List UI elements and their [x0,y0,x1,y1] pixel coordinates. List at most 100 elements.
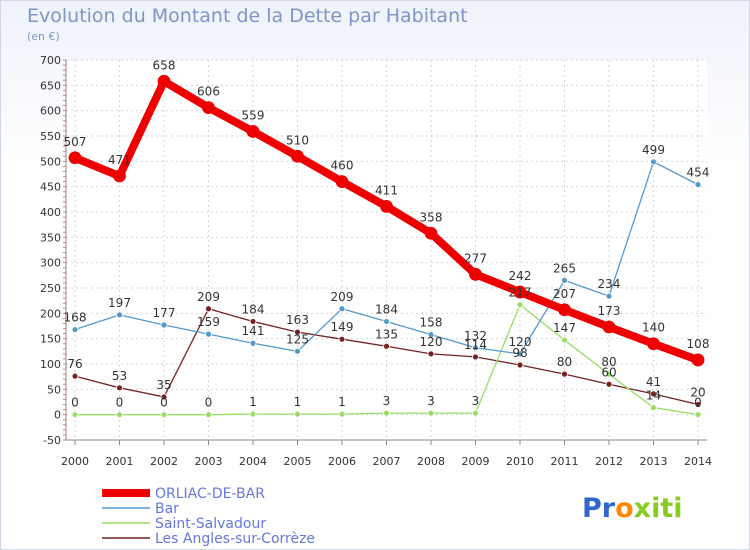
y-tick-label: 550 [40,130,61,143]
data-label: 120 [420,335,443,349]
data-point [694,401,702,408]
data-point [335,175,349,189]
data-point [558,303,571,317]
data-label: 507 [64,135,87,149]
data-point [338,410,346,418]
data-point [157,74,171,88]
y-tick-label: 200 [40,307,61,320]
logo-part: Pr [582,493,616,524]
data-point [427,350,435,358]
logo-text: Proxiti [582,493,683,524]
data-point [650,404,657,411]
data-point [246,125,260,138]
logo-part: o [615,493,634,524]
y-tick-label: 400 [40,206,61,219]
data-point [472,344,479,352]
chart-subtitle: (en €) [27,30,60,43]
logo-part: x [634,493,651,524]
data-point [513,285,527,299]
logo-part: iti [651,493,682,524]
data-label: 277 [464,251,487,265]
data-label: 3 [472,394,480,408]
data-label: 163 [286,313,309,327]
x-tick-label: 2009 [462,455,490,468]
data-point [116,411,123,419]
x-tick-label: 2000 [61,455,89,468]
data-label: 1 [294,395,302,409]
data-label: 1 [338,395,346,409]
data-point [427,331,435,339]
proxiti-logo: Proxiti [582,493,683,524]
data-point [516,301,524,309]
data-point [605,370,613,378]
data-point [691,353,705,367]
data-point [68,151,82,165]
data-point [602,320,616,334]
x-tick-label: 2008 [417,455,445,468]
data-point [694,411,702,419]
data-label: 135 [375,327,398,341]
data-label: 265 [553,261,576,275]
data-label: 120 [509,335,532,349]
data-point [472,353,479,361]
x-tick-label: 2011 [551,455,579,468]
data-label: 454 [687,166,710,180]
data-point [160,411,168,419]
data-label: 60 [601,365,616,379]
data-point [202,101,215,115]
data-label: 20 [690,386,705,400]
data-point [472,409,479,417]
data-label: 499 [642,143,665,157]
data-label: 411 [375,183,398,197]
x-tick-label: 2014 [684,455,712,468]
x-tick-label: 2010 [506,455,534,468]
series-layer [68,74,705,419]
data-point [71,372,79,380]
data-label: 234 [598,277,621,291]
grid [66,59,707,441]
y-tick-label: -50 [43,434,61,447]
y-tick-label: 250 [40,282,61,295]
data-label: 3 [427,394,435,408]
data-label: 173 [598,304,621,318]
data-label: 559 [242,108,265,122]
y-tick-label: 50 [47,383,61,396]
data-label: 217 [509,286,532,300]
data-label: 209 [197,290,220,304]
data-point [338,305,346,313]
data-point [294,328,301,336]
data-point [694,181,702,189]
data-label: 177 [153,306,176,320]
y-tick-label: 100 [40,358,61,371]
data-point [561,276,568,284]
data-label: 140 [642,321,665,335]
data-label: 158 [420,316,443,330]
x-tick-label: 2002 [150,455,178,468]
data-label: 35 [156,378,171,392]
data-point [427,409,435,417]
data-label: 471 [108,153,131,167]
data-point [516,350,524,358]
data-point [647,337,660,351]
data-label: 510 [286,133,309,147]
x-tick-label: 2003 [195,455,223,468]
data-label: 606 [197,85,220,99]
data-label: 242 [509,269,532,283]
x-tick-label: 2005 [284,455,312,468]
x-tick-label: 2012 [595,455,623,468]
x-tick-label: 2001 [106,455,134,468]
legend-label: Bar [155,501,179,517]
data-point [383,318,390,325]
y-tick-label: 450 [40,181,61,194]
y-tick-label: 600 [40,105,61,118]
data-label: 0 [71,396,79,410]
data-point [383,342,390,350]
data-point [116,384,123,392]
y-tick-label: 700 [40,54,61,67]
axes: -500501001502002503003504004505005506006… [40,54,712,468]
y-tick-label: 150 [40,333,61,346]
data-point [605,292,613,300]
data-point [516,361,524,369]
